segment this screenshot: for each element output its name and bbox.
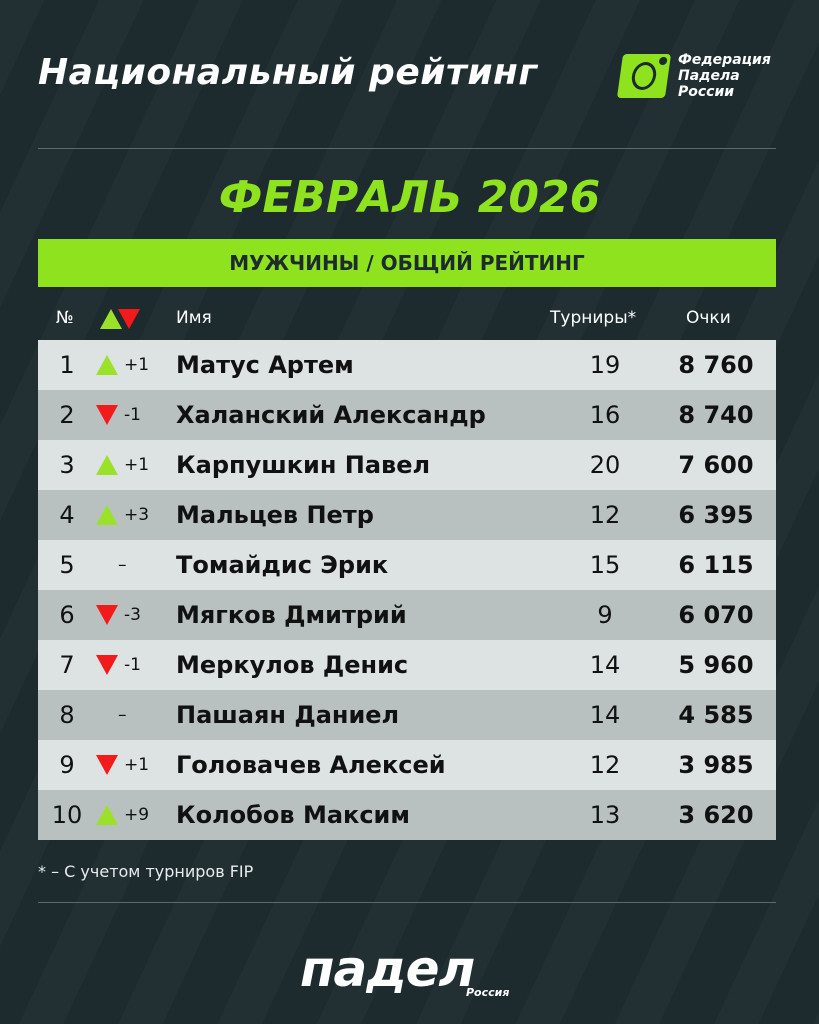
arrow-up-icon <box>96 455 118 475</box>
padel-russia-logo: падел <box>300 940 475 998</box>
padel-racket-icon <box>616 54 672 98</box>
player-name: Меркулов Денис <box>176 651 409 679</box>
rank-change: -1 <box>124 405 141 425</box>
player-name: Томайдис Эрик <box>176 551 389 579</box>
player-name: Головачев Алексей <box>176 751 446 779</box>
tournaments: 14 <box>589 651 621 679</box>
rank: 2 <box>59 401 75 429</box>
rank-change: -1 <box>124 655 141 675</box>
col-points: Очки <box>686 308 731 328</box>
points: 6 070 <box>678 601 754 629</box>
col-tournaments: Турниры* <box>550 308 637 328</box>
divider <box>38 902 776 903</box>
rank-change: +1 <box>124 355 150 375</box>
tournaments: 19 <box>589 351 621 379</box>
col-name: Имя <box>176 308 212 328</box>
rank-change: +1 <box>124 755 150 775</box>
points: 5 960 <box>678 651 754 679</box>
table-row: 2 -1 Халанский Александр 16 8 740 <box>38 390 776 440</box>
tournaments: 16 <box>589 401 621 429</box>
player-name: Мальцев Петр <box>176 501 374 529</box>
table-row: 8 – Пашаян Даниел 14 4 585 <box>38 690 776 740</box>
arrow-down-icon <box>96 605 118 625</box>
table-row: 4 +3 Мальцев Петр 12 6 395 <box>38 490 776 540</box>
table-header: № Имя Турниры* Очки <box>38 305 776 335</box>
rank-change: +9 <box>124 805 150 825</box>
points: 6 115 <box>678 551 754 579</box>
player-name: Мягков Дмитрий <box>176 601 407 629</box>
rank: 8 <box>59 701 75 729</box>
tournaments: 9 <box>597 601 613 629</box>
tournaments: 12 <box>589 501 621 529</box>
points: 8 760 <box>678 351 754 379</box>
player-name: Халанский Александр <box>176 401 486 429</box>
rank-change: – <box>118 555 127 575</box>
tournaments: 14 <box>589 701 621 729</box>
points: 3 620 <box>678 801 754 829</box>
page-title: Национальный рейтинг <box>38 52 538 93</box>
rank: 4 <box>59 501 75 529</box>
player-name: Колобов Максим <box>176 801 410 829</box>
arrow-up-icon <box>96 505 118 525</box>
rank: 3 <box>59 451 75 479</box>
table-row: 1 +1 Матус Артем 19 8 760 <box>38 340 776 390</box>
rank-change: -3 <box>124 605 141 625</box>
rank: 6 <box>59 601 75 629</box>
tournaments: 15 <box>589 551 621 579</box>
rank-change: – <box>118 705 127 725</box>
padel-russia-logo-sub: Россия <box>466 986 510 999</box>
tournaments: 13 <box>589 801 621 829</box>
divider <box>38 148 776 149</box>
federation-logo: Федерация Падела России <box>616 52 771 100</box>
points: 4 585 <box>678 701 754 729</box>
rank: 5 <box>59 551 75 579</box>
arrow-up-icon <box>96 805 118 825</box>
ranking-table: 1 +1 Матус Артем 19 8 760 2 -1 Халанский … <box>38 340 776 840</box>
player-name: Пашаян Даниел <box>176 701 400 729</box>
rank-change: +3 <box>124 505 150 525</box>
table-row: 6 -3 Мягков Дмитрий 9 6 070 <box>38 590 776 640</box>
category-banner: МУЖЧИНЫ / ОБЩИЙ РЕЙТИНГ <box>38 239 776 287</box>
rank-change: +1 <box>124 455 150 475</box>
tournaments: 12 <box>589 751 621 779</box>
federation-line-1: Федерация <box>678 52 771 68</box>
arrow-up-icon <box>96 355 118 375</box>
points: 3 985 <box>678 751 754 779</box>
tournaments: 20 <box>589 451 621 479</box>
rank: 1 <box>59 351 75 379</box>
table-row: 10 +9 Колобов Максим 13 3 620 <box>38 790 776 840</box>
arrow-down-icon <box>96 755 118 775</box>
rank: 10 <box>51 801 83 829</box>
rank: 7 <box>59 651 75 679</box>
col-rank: № <box>56 308 74 328</box>
arrow-down-icon <box>96 405 118 425</box>
arrow-down-icon <box>96 655 118 675</box>
player-name: Матус Артем <box>176 351 354 379</box>
table-row: 5 – Томайдис Эрик 15 6 115 <box>38 540 776 590</box>
federation-line-2: Падела <box>678 68 740 84</box>
table-row: 9 +1 Головачев Алексей 12 3 985 <box>38 740 776 790</box>
table-row: 3 +1 Карпушкин Павел 20 7 600 <box>38 440 776 490</box>
points: 6 395 <box>678 501 754 529</box>
month-heading: ФЕВРАЛЬ 2026 <box>218 172 601 223</box>
footnote: * – С учетом турниров FIP <box>38 862 254 881</box>
federation-line-3: России <box>678 84 735 100</box>
points: 7 600 <box>678 451 754 479</box>
up-down-icon <box>100 309 140 334</box>
player-name: Карпушкин Павел <box>176 451 431 479</box>
table-row: 7 -1 Меркулов Денис 14 5 960 <box>38 640 776 690</box>
points: 8 740 <box>678 401 754 429</box>
rank: 9 <box>59 751 75 779</box>
